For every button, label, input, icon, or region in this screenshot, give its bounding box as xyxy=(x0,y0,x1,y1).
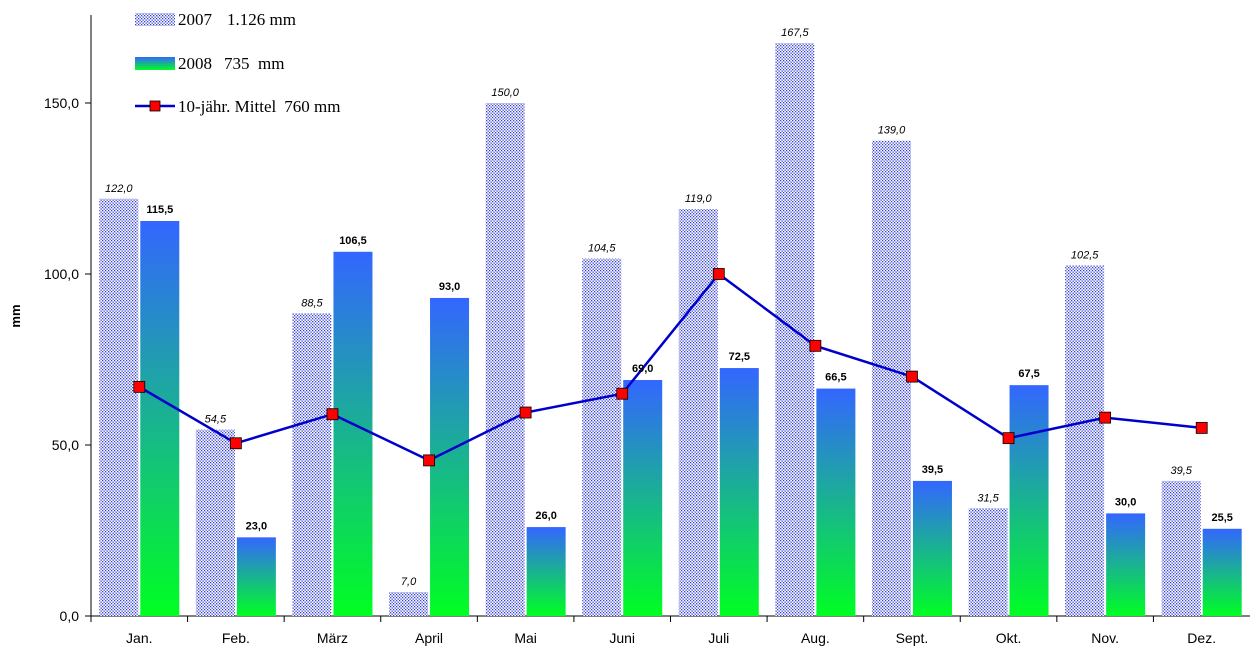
legend: 2007 1.126 mm 2008 735 mm 10-jähr. Mittel 7… xyxy=(135,10,340,116)
legend-swatch-marker xyxy=(149,100,161,112)
x-tick-label: Sept. xyxy=(896,630,929,646)
bar-2008 xyxy=(526,527,566,616)
mittel-marker xyxy=(1195,421,1208,434)
data-label-2008: 69,0 xyxy=(632,363,653,375)
data-label-2007: 119,0 xyxy=(685,193,713,205)
bar-2008 xyxy=(912,480,952,616)
x-categories: Jan. Feb. März April Mai Juni Juli Aug. Sept. Okt… xyxy=(90,616,1216,646)
data-label-2008: 26,0 xyxy=(535,510,556,522)
legend-name-mittel: 10-jähr. Mittel xyxy=(178,97,276,116)
bar-2008 xyxy=(719,368,759,616)
bar-2007 xyxy=(195,429,235,616)
data-label-2008: 67,5 xyxy=(1018,368,1039,380)
legend-swatch-2008 xyxy=(135,57,175,70)
mittel-marker xyxy=(712,268,725,280)
bar-2008 xyxy=(623,380,663,616)
mittel-marker xyxy=(616,387,629,400)
mittel-marker xyxy=(326,408,339,421)
legend-label-mittel: 10-jähr. Mittel 760 mm xyxy=(178,97,340,116)
data-label-2007: 31,5 xyxy=(977,492,999,504)
x-tick-label: April xyxy=(415,630,443,646)
y-tick-label: 100,0 xyxy=(44,266,79,282)
legend-name-2007: 2007 xyxy=(178,10,213,29)
data-label-2007: 88,5 xyxy=(301,297,323,309)
x-tick-label: Aug. xyxy=(801,630,830,646)
mittel-marker xyxy=(133,380,146,393)
y-tick-label: 150,0 xyxy=(44,95,79,111)
x-tick-label: Feb. xyxy=(222,630,250,646)
series-2008-bars xyxy=(140,220,1242,617)
x-tick-label: Mai xyxy=(514,630,537,646)
bar-2007 xyxy=(389,592,429,616)
bar-2007 xyxy=(1161,480,1201,616)
bar-2007 xyxy=(968,508,1008,616)
data-label-2008: 25,5 xyxy=(1211,512,1232,524)
mittel-marker xyxy=(1002,432,1015,445)
mittel-marker xyxy=(423,454,435,467)
x-tick-label: März xyxy=(317,630,348,646)
legend-total-mittel: 760 mm xyxy=(284,97,340,116)
data-label-2007: 7,0 xyxy=(401,576,417,588)
series-2007-bars xyxy=(99,43,1201,616)
data-label-2008: 106,5 xyxy=(339,235,367,247)
data-label-2008: 23,0 xyxy=(246,520,267,532)
data-label-2007: 139,0 xyxy=(878,125,906,137)
data-label-2007: 122,0 xyxy=(105,183,133,195)
data-label-2008: 93,0 xyxy=(439,281,460,293)
legend-swatch-2007 xyxy=(135,13,175,26)
data-label-2007: 54,5 xyxy=(205,414,227,426)
mittel-marker xyxy=(906,370,918,383)
y-ticks: 0,0 50,0 100,0 150,0 xyxy=(44,95,91,624)
data-label-2008: 66,5 xyxy=(825,372,846,384)
bar-2007 xyxy=(871,140,911,616)
x-tick-label: Jan. xyxy=(126,630,152,646)
data-label-2007: 39,5 xyxy=(1170,465,1192,477)
bar-2007 xyxy=(292,313,332,616)
x-tick-label: Juni xyxy=(609,630,635,646)
mittel-marker xyxy=(1099,411,1112,424)
bar-2008 xyxy=(1106,513,1146,616)
legend-total-2007: 1.126 mm xyxy=(227,10,296,29)
x-tick-label: Dez. xyxy=(1187,630,1216,646)
x-tick-label: Nov. xyxy=(1091,630,1119,646)
data-label-2008: 39,5 xyxy=(922,464,943,476)
data-label-2007: 104,5 xyxy=(588,243,616,255)
data-label-2008: 30,0 xyxy=(1115,496,1136,508)
bar-2008 xyxy=(1202,528,1242,616)
x-tick-label: Okt. xyxy=(996,630,1022,646)
bar-2007 xyxy=(1065,265,1105,616)
data-label-2007: 150,0 xyxy=(491,87,519,99)
bar-2007 xyxy=(582,258,622,616)
x-tick-label: Juli xyxy=(708,630,729,646)
mittel-marker xyxy=(519,406,532,419)
bar-2007 xyxy=(678,209,718,616)
mittel-marker xyxy=(809,339,822,352)
legend-label-2007: 2007 1.126 mm xyxy=(178,10,296,29)
data-label-2007: 102,5 xyxy=(1071,249,1099,261)
data-label-2007: 167,5 xyxy=(781,27,809,39)
data-label-2008: 72,5 xyxy=(729,351,750,363)
legend-label-2008: 2008 735 mm xyxy=(178,54,284,73)
bar-2008 xyxy=(333,251,373,616)
bar-2008 xyxy=(816,388,856,616)
series-mittel-line xyxy=(133,268,1208,467)
y-tick-label: 50,0 xyxy=(52,437,79,453)
bar-2008 xyxy=(1009,385,1049,616)
data-labels: 122,0 115,5 54,5 23,0 88,5 106,5 7,0 93,0 150,0 2… xyxy=(105,27,1233,588)
y-tick-label: 0,0 xyxy=(60,608,80,624)
bar-2008 xyxy=(140,220,180,617)
mittel-line xyxy=(138,272,1202,462)
bar-2007 xyxy=(99,198,139,616)
y-axis-title: mm xyxy=(8,304,23,327)
mittel-marker xyxy=(229,437,242,450)
legend-name-2008: 2008 xyxy=(178,54,212,73)
bar-2007 xyxy=(485,103,525,616)
legend-total-2008: 735 mm xyxy=(224,54,284,73)
bar-2008 xyxy=(236,537,276,616)
data-label-2008: 115,5 xyxy=(146,204,173,216)
